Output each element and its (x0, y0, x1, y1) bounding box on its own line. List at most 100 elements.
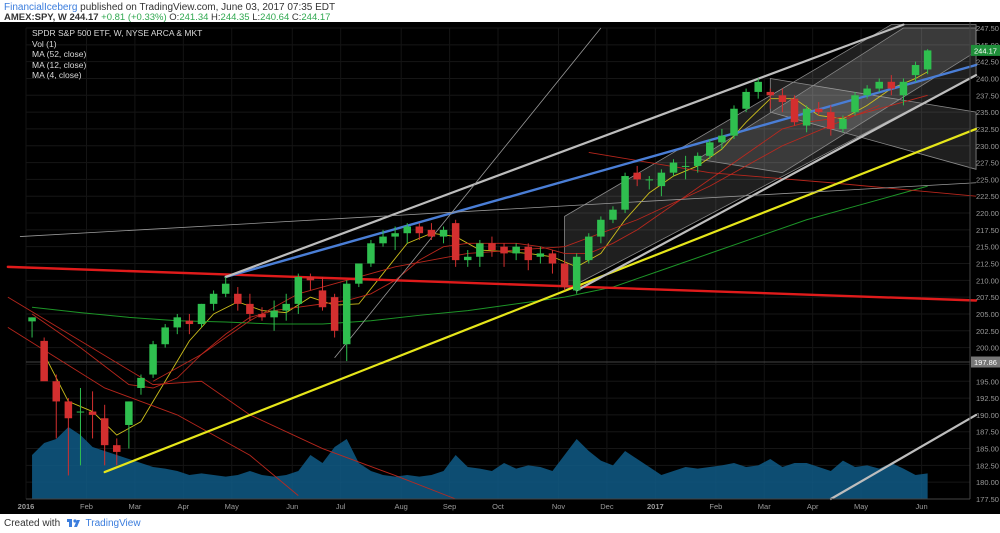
published-line: FinancialIceberg published on TradingVie… (4, 2, 335, 13)
published-text: published on TradingView.com, June 03, 2… (80, 2, 336, 13)
candle-body (693, 155, 702, 166)
price-tick-label: 200.00 (976, 344, 999, 353)
header-bar: FinancialIceberg published on TradingVie… (0, 0, 1000, 23)
marker-price-label: 197.86 (974, 358, 997, 367)
chart-area[interactable]: 177.50 180.00 182.50 185.00 187.50 190.00 192.… (0, 22, 1000, 514)
price-tick-label: 192.50 (976, 394, 999, 403)
candle-body (379, 236, 387, 244)
ma-line (7, 296, 456, 500)
price-tick-label: 225.00 (976, 175, 999, 184)
time-tick-label: Feb (80, 502, 93, 511)
candle-body (137, 377, 145, 388)
candle-body (572, 256, 581, 291)
candle-body (875, 81, 883, 89)
candle-body (221, 283, 230, 294)
candle-body (367, 243, 375, 264)
symbol-name: AMEX:SPY, W (4, 12, 67, 23)
candle-body (463, 256, 472, 261)
price-tick-label: 180.00 (976, 478, 999, 487)
candle-body (851, 95, 859, 113)
candle-body (476, 243, 484, 257)
candle-body (342, 283, 351, 345)
price-tick-label: 247.50 (976, 24, 999, 33)
channel-upper (696, 27, 977, 174)
candle-body (64, 401, 73, 419)
price-tick-label: 215.00 (976, 243, 999, 252)
price-tick-label: 230.00 (976, 142, 999, 151)
candle-body (778, 95, 787, 103)
time-tick-label: Aug (394, 502, 407, 511)
price-tick-label: 212.50 (976, 260, 999, 269)
close-label: C: (291, 12, 302, 23)
time-tick-label: Oct (492, 502, 505, 511)
candle-body (754, 81, 762, 92)
open-value: 241.34 (179, 12, 209, 23)
candle-body (512, 246, 520, 254)
footer-bar: Created with TradingView (0, 514, 1000, 533)
candle-body (814, 108, 823, 113)
price-axis: 177.50 180.00 182.50 185.00 187.50 190.00 192.… (969, 22, 1000, 504)
candle-body (681, 165, 690, 167)
tradingview-logo-icon (66, 519, 80, 527)
created-with: Created with TradingView (4, 518, 141, 529)
candle-body (76, 411, 85, 413)
candle-body (234, 293, 242, 304)
candle-body (790, 98, 799, 123)
price-change: +0.81 (+0.33%) (101, 12, 167, 23)
candle-body (911, 65, 920, 76)
volume-area (32, 427, 928, 499)
tradingview-link[interactable]: TradingView (85, 518, 141, 529)
trend-line-steep (334, 27, 602, 358)
low-label: L: (252, 12, 261, 23)
candle-body (657, 172, 666, 187)
legend-ma12[interactable]: MA (12, close) (32, 59, 87, 70)
author-link[interactable]: FinancialIceberg (4, 2, 78, 13)
time-tick-label: Mar (128, 502, 141, 511)
time-tick-label: Apr (807, 502, 819, 511)
candle-body (548, 253, 557, 264)
legend-vol[interactable]: Vol (1) (32, 38, 57, 49)
candle-body (451, 223, 460, 261)
candle-body (197, 303, 206, 325)
time-tick-label: Jul (336, 502, 346, 511)
time-tick-label: May (854, 502, 868, 511)
candle-body (669, 162, 678, 173)
time-tick-label: Apr (177, 502, 189, 511)
price-tick-label: 207.50 (976, 293, 999, 302)
candle-body (899, 81, 908, 96)
trend-line (224, 63, 978, 279)
candle-body (730, 108, 738, 136)
price-tick-label: 210.00 (976, 276, 999, 285)
candle-body (161, 327, 169, 345)
candle-body (827, 112, 835, 129)
time-tick-label: May (225, 502, 239, 511)
price-tick-label: 185.00 (976, 445, 999, 454)
candle-body (270, 310, 278, 318)
candle-body (621, 176, 629, 210)
price-tick-label: 237.50 (976, 91, 999, 100)
candle-body (149, 344, 157, 375)
candle-body (609, 209, 617, 220)
candle-body (439, 229, 448, 237)
chart-legend: SPDR S&P 500 ETF, W, NYSE ARCA & MKT Vol… (32, 28, 202, 81)
channel-shading (564, 24, 977, 292)
candle-body (173, 317, 182, 328)
candle-body (294, 276, 303, 304)
candle-body (718, 135, 726, 143)
ma-line (7, 327, 299, 496)
legend-ma4[interactable]: MA (4, close) (32, 70, 82, 80)
price-chart[interactable]: 177.50 180.00 182.50 185.00 187.50 190.00 192.… (0, 22, 1000, 514)
candle-body (40, 340, 48, 382)
candle-body (318, 290, 327, 308)
time-axis: 2016 Feb Mar Apr May Jun Jul Aug Sep Oct Nov Dec 201… (18, 498, 970, 511)
candle-body (863, 88, 871, 96)
candle-body (645, 179, 654, 181)
candle-body (923, 50, 932, 70)
candle-body (125, 401, 133, 425)
price-tick-label: 240.00 (976, 74, 999, 83)
candle-body (355, 263, 363, 284)
legend-ma52[interactable]: MA (52, close) (32, 49, 87, 59)
candle-body (88, 411, 97, 415)
candle-body (282, 303, 290, 311)
price-tick-label: 235.00 (976, 108, 999, 117)
